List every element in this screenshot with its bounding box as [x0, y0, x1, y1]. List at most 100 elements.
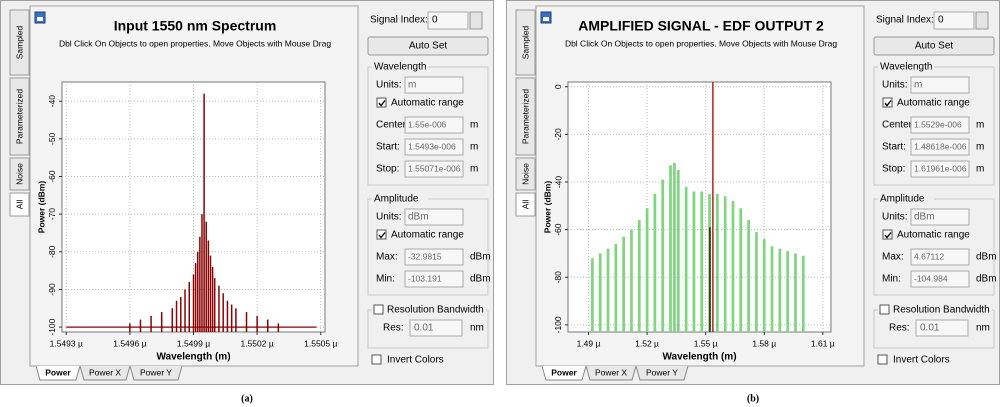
- bar: [709, 227, 711, 332]
- text-box[interactable]: [404, 160, 464, 178]
- field-label: Max:: [882, 252, 904, 263]
- text-box[interactable]: [910, 160, 970, 178]
- check-mark: [884, 100, 892, 107]
- field-unit: dBm: [976, 252, 997, 263]
- invert-label: Invert Colors: [387, 355, 444, 366]
- checkbox[interactable]: [882, 97, 893, 108]
- field-unit: m: [976, 120, 984, 131]
- side-tab[interactable]: [515, 192, 536, 217]
- field-label: Res:: [383, 323, 404, 334]
- bottom-tab[interactable]: [541, 365, 587, 381]
- text-box[interactable]: [910, 116, 970, 134]
- side-tab[interactable]: [515, 157, 536, 191]
- checkbox[interactable]: [376, 229, 387, 240]
- checkbox[interactable]: [376, 97, 387, 108]
- group-title: Amplitude: [374, 194, 419, 205]
- text-box[interactable]: [933, 11, 975, 30]
- bar: [684, 186, 688, 332]
- side-tab-label: Sampled: [14, 25, 24, 59]
- bar: [676, 170, 680, 332]
- field-label: Min:: [376, 274, 395, 285]
- y-tick-label: -60: [47, 170, 57, 183]
- bottom-tab[interactable]: [129, 365, 183, 381]
- field-label: Res:: [889, 323, 910, 334]
- side-tab-label: All: [14, 200, 24, 210]
- x-tick-label: 1.5499 µ: [177, 338, 210, 348]
- bar: [794, 253, 797, 332]
- side-tab-label: All: [520, 200, 530, 210]
- bar: [692, 191, 696, 332]
- field-label: Center:: [882, 120, 915, 131]
- units-label: Units:: [376, 80, 402, 91]
- y-tick-label: -40: [553, 176, 563, 189]
- checkbox[interactable]: [882, 229, 893, 240]
- field-value: 1.5529e-006: [914, 119, 962, 129]
- checkbox[interactable]: [879, 304, 890, 315]
- bottom-tab[interactable]: [585, 365, 637, 381]
- x-tick-label: 1.55 µ: [694, 338, 718, 348]
- group-title: Amplitude: [880, 194, 925, 205]
- x-tick-label: 1.52 µ: [635, 338, 659, 348]
- bar: [129, 323, 131, 332]
- text-box[interactable]: [427, 11, 469, 30]
- hint-text: Dbl Click On Objects to open properties.…: [59, 38, 331, 48]
- side-tab[interactable]: [515, 9, 536, 76]
- bottom-tab-label: Power X: [595, 367, 627, 377]
- field-label: Start:: [376, 142, 400, 153]
- field-value: -32.9815: [408, 251, 442, 261]
- field-unit: m: [976, 142, 984, 153]
- bottom-tab[interactable]: [35, 365, 81, 381]
- text-box[interactable]: [404, 76, 464, 94]
- text-box[interactable]: [910, 138, 970, 156]
- text-box[interactable]: [404, 248, 464, 266]
- bar: [194, 263, 197, 332]
- y-tick-label: -90: [47, 283, 57, 296]
- field-value: 1.55071e-006: [408, 163, 461, 173]
- field-value: 0.01: [414, 323, 434, 334]
- side-tab[interactable]: [9, 192, 30, 217]
- plot-marks: [591, 82, 805, 332]
- button[interactable]: [367, 36, 489, 56]
- bar: [731, 201, 735, 332]
- bar: [755, 232, 758, 332]
- bottom-tab[interactable]: [635, 365, 689, 381]
- bar: [747, 220, 750, 332]
- spin-button[interactable]: [469, 11, 483, 30]
- text-box[interactable]: [910, 76, 970, 94]
- bottom-tab-label: Power X: [89, 367, 121, 377]
- text-box[interactable]: [404, 116, 464, 134]
- text-box[interactable]: [910, 208, 970, 226]
- side-tab-label: Parameterized: [520, 89, 530, 145]
- side-tab[interactable]: [9, 157, 30, 191]
- text-box[interactable]: [910, 248, 970, 266]
- checkbox[interactable]: [877, 354, 888, 365]
- checkbox[interactable]: [371, 354, 382, 365]
- side-tab[interactable]: [515, 77, 536, 156]
- y-tick-label: -100: [553, 316, 563, 333]
- text-box[interactable]: [404, 138, 464, 156]
- side-tab[interactable]: [9, 9, 30, 76]
- window-icon-inner: [543, 17, 549, 21]
- bottom-tab-label: Power Y: [646, 367, 678, 377]
- chart-title: AMPLIFIED SIGNAL - EDF OUTPUT 2: [578, 18, 824, 34]
- checkbox[interactable]: [373, 304, 384, 315]
- spin-button[interactable]: [975, 11, 989, 30]
- bar: [266, 319, 269, 332]
- button[interactable]: [873, 36, 995, 56]
- bar: [175, 300, 178, 332]
- chart-title: Input 1550 nm Spectrum: [114, 18, 277, 34]
- side-tab[interactable]: [9, 77, 30, 156]
- auto-label: Automatic range: [897, 230, 970, 241]
- bar: [645, 208, 649, 332]
- bar: [622, 236, 626, 332]
- text-box[interactable]: [409, 319, 463, 337]
- bar: [160, 312, 163, 332]
- group-title-bg: [878, 61, 934, 73]
- text-box[interactable]: [915, 319, 969, 337]
- text-box[interactable]: [404, 208, 464, 226]
- text-box[interactable]: [910, 270, 970, 288]
- text-box[interactable]: [404, 270, 464, 288]
- bottom-tab[interactable]: [79, 365, 131, 381]
- bar: [205, 221, 207, 332]
- check-mark: [884, 232, 892, 239]
